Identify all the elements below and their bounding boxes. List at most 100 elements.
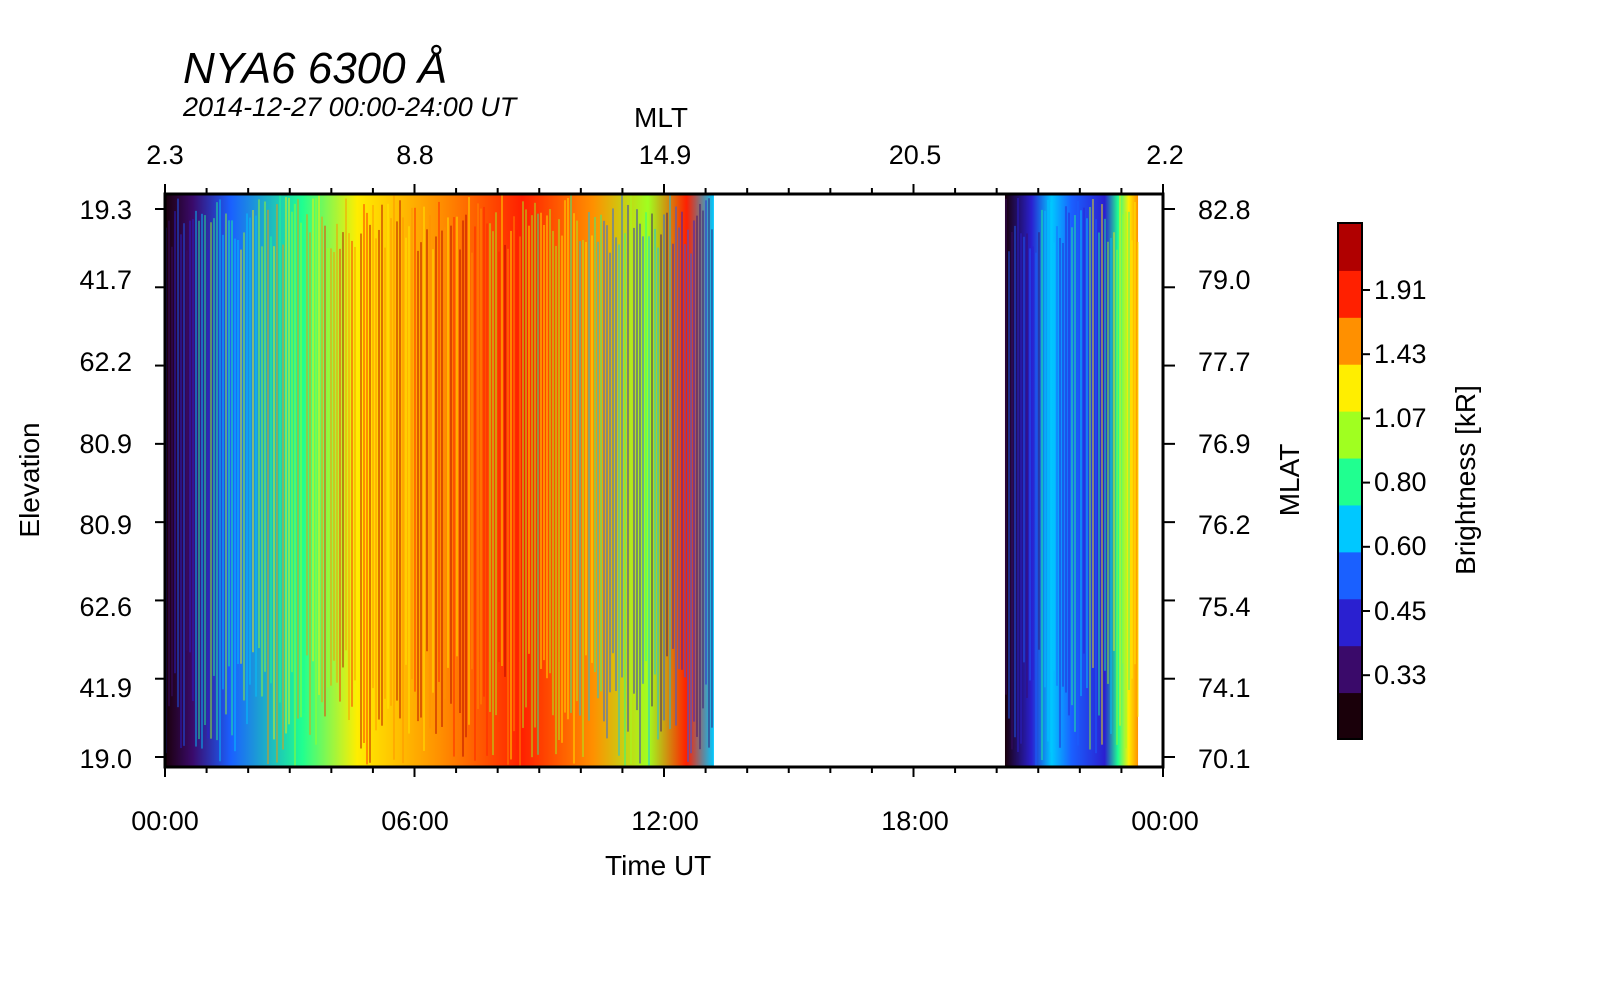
keogram-streak bbox=[276, 204, 278, 763]
keogram-streak bbox=[1088, 207, 1091, 750]
keogram-streak bbox=[639, 223, 641, 764]
keogram-streak bbox=[264, 201, 266, 672]
keogram-streak bbox=[576, 220, 578, 702]
keogram-streak bbox=[588, 212, 590, 721]
colorbar-band bbox=[1338, 316, 1362, 365]
keogram-streak bbox=[1133, 202, 1136, 665]
keogram-streak bbox=[189, 220, 191, 653]
keogram-streak bbox=[441, 230, 443, 727]
keogram-streak bbox=[1112, 232, 1115, 651]
keogram-streak bbox=[1007, 251, 1010, 719]
keogram-streak bbox=[1067, 212, 1070, 716]
keogram-streak bbox=[1100, 204, 1103, 745]
colorbar-tick-label: 0.33 bbox=[1374, 660, 1427, 690]
keogram-streak bbox=[1019, 233, 1022, 744]
keogram-streak bbox=[696, 215, 698, 737]
keogram-streak bbox=[240, 249, 242, 664]
keogram-streak bbox=[402, 217, 404, 764]
y-tick-label: 62.2 bbox=[79, 347, 132, 377]
keogram-streak bbox=[423, 206, 425, 751]
colorbar-band bbox=[1338, 363, 1362, 412]
keogram-streak bbox=[408, 226, 410, 734]
keogram-streak bbox=[516, 229, 518, 750]
keogram-streak bbox=[261, 246, 263, 697]
keogram-streak bbox=[492, 231, 494, 756]
keogram-streak bbox=[1106, 241, 1109, 684]
keogram-streak bbox=[498, 251, 500, 663]
keogram-streak bbox=[519, 236, 521, 766]
keogram-streak bbox=[1121, 214, 1124, 664]
keogram-streak bbox=[555, 245, 557, 755]
keogram-streak bbox=[621, 194, 623, 678]
keogram-streak bbox=[291, 211, 293, 673]
keogram-streak bbox=[411, 207, 413, 680]
keogram-streak bbox=[297, 199, 299, 719]
keogram-streak bbox=[471, 252, 473, 670]
keogram-streak bbox=[597, 241, 599, 699]
right-tick-label: 77.7 bbox=[1198, 347, 1251, 377]
chart-subtitle: 2014-12-27 00:00-24:00 UT bbox=[183, 92, 517, 122]
keogram-streak bbox=[1025, 233, 1028, 698]
keogram-streak bbox=[1052, 242, 1055, 671]
keogram-streak bbox=[675, 206, 677, 726]
keogram-streak bbox=[618, 244, 620, 756]
keogram-streak bbox=[1103, 218, 1106, 671]
keogram-streak bbox=[627, 204, 629, 732]
y-tick-label: 62.6 bbox=[79, 592, 132, 622]
keogram-streak bbox=[249, 217, 251, 685]
keogram-streak bbox=[171, 246, 173, 697]
keogram-streak bbox=[1013, 225, 1016, 738]
colorbar-tick-label: 0.45 bbox=[1374, 596, 1427, 626]
keogram-streak bbox=[642, 236, 644, 684]
keogram-streak bbox=[273, 246, 275, 740]
keogram-streak bbox=[390, 218, 392, 706]
keogram-streak bbox=[708, 198, 710, 748]
keogram-streak bbox=[1049, 202, 1052, 753]
keogram-streak bbox=[444, 227, 446, 699]
keogram-streak bbox=[624, 233, 626, 767]
keogram-streak bbox=[366, 212, 368, 765]
keogram-streak bbox=[486, 223, 488, 756]
keogram-streak bbox=[1022, 236, 1025, 663]
keogram-streak bbox=[198, 220, 200, 740]
keogram-streak bbox=[174, 211, 176, 674]
keogram-streak bbox=[648, 236, 650, 766]
keogram-streak bbox=[1046, 199, 1049, 742]
keogram-streak bbox=[1034, 252, 1037, 767]
keogram-streak bbox=[456, 216, 458, 657]
keogram-streak bbox=[522, 201, 524, 728]
keogram-streak bbox=[279, 195, 281, 703]
keogram-streak bbox=[234, 238, 236, 752]
keogram-streak bbox=[606, 225, 608, 739]
keogram-streak bbox=[246, 213, 248, 725]
keogram-streak bbox=[651, 213, 653, 707]
y-tick-label: 80.9 bbox=[79, 429, 132, 459]
keogram-streak bbox=[417, 250, 419, 722]
keogram-streak bbox=[1136, 241, 1139, 717]
right-tick-label: 76.9 bbox=[1198, 429, 1251, 459]
keogram-streak bbox=[699, 203, 701, 750]
keogram-streak bbox=[396, 221, 398, 701]
keogram-streak bbox=[528, 225, 530, 654]
keogram-streak bbox=[255, 215, 257, 697]
keogram-streak bbox=[1130, 240, 1133, 679]
keogram-streak bbox=[513, 216, 515, 732]
keogram-streak bbox=[228, 220, 230, 667]
x-tick-label: 00:00 bbox=[1131, 806, 1199, 836]
keogram-streak bbox=[288, 197, 290, 725]
keogram-streak bbox=[537, 213, 539, 755]
keogram-streak bbox=[312, 198, 314, 662]
keogram-streak bbox=[657, 247, 659, 740]
keogram-streak bbox=[1061, 242, 1064, 687]
keogram-streak bbox=[1058, 237, 1061, 748]
keogram-segment bbox=[165, 194, 714, 767]
colorbar-frame bbox=[1337, 222, 1363, 740]
keogram-streak bbox=[438, 201, 440, 682]
top-tick-label: 14.9 bbox=[638, 140, 692, 170]
keogram-streak bbox=[681, 211, 683, 670]
keogram-streak bbox=[663, 214, 665, 721]
keogram-streak bbox=[345, 198, 347, 651]
keogram-streak bbox=[705, 200, 707, 685]
keogram-streak bbox=[579, 241, 581, 716]
keogram-streak bbox=[405, 237, 407, 665]
